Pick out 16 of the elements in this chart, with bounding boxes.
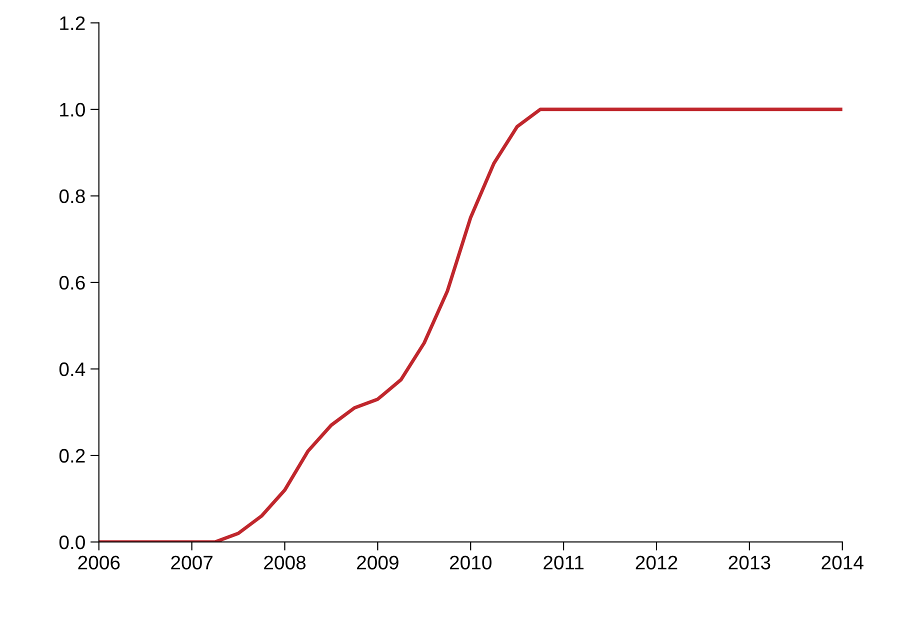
x-tick-label: 2010 bbox=[450, 556, 492, 570]
x-tick-label: 2007 bbox=[171, 556, 212, 570]
y-tick-label: 0.0 bbox=[59, 535, 85, 550]
y-tick-label: 0.8 bbox=[59, 189, 85, 204]
y-tick-label: 0.6 bbox=[59, 276, 85, 290]
y-tick-label: 0.4 bbox=[59, 362, 86, 376]
x-tick-label: 2009 bbox=[357, 556, 398, 570]
y-tick-label: 1.0 bbox=[60, 102, 85, 117]
x-tick-label: 2014 bbox=[822, 556, 864, 570]
y-tick-label: 1.2 bbox=[60, 16, 85, 30]
x-tick-label: 2006 bbox=[78, 556, 120, 570]
x-tick-label: 2013 bbox=[728, 556, 770, 570]
x-tick-label: 2008 bbox=[264, 556, 306, 570]
x-tick-label: 2011 bbox=[544, 556, 584, 570]
x-tick-label: 2012 bbox=[636, 556, 678, 570]
y-tick-label: 0.2 bbox=[59, 448, 85, 463]
